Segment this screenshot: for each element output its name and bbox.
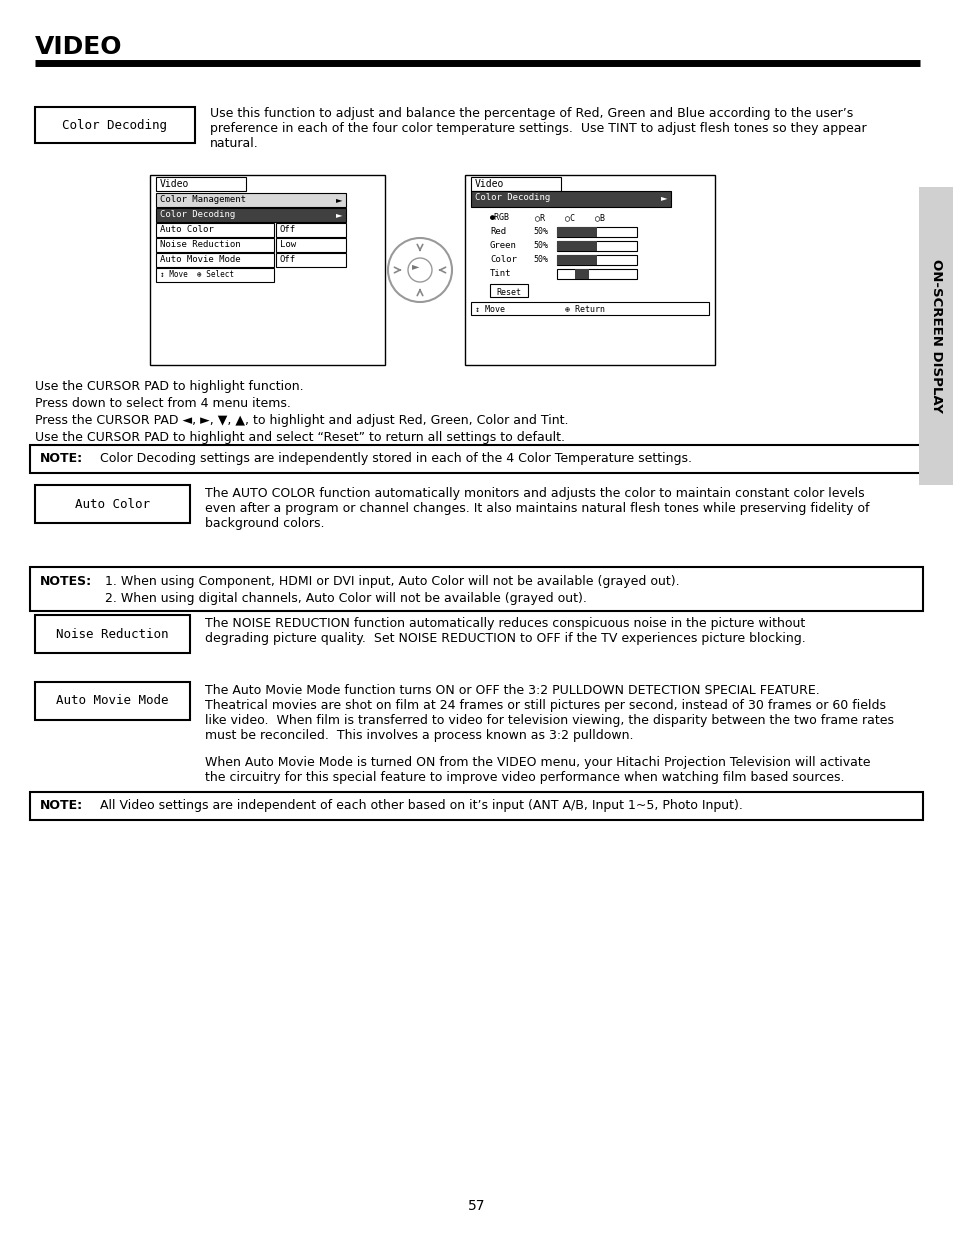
Bar (156, 268, 274, 282)
Text: ►: ► (412, 261, 419, 270)
Text: Green: Green (490, 241, 517, 249)
Text: ●RGB: ●RGB (490, 212, 510, 222)
Bar (557, 269, 637, 279)
Bar (471, 177, 560, 191)
Text: Color Management: Color Management (160, 195, 246, 204)
Bar (275, 238, 346, 252)
Bar (156, 193, 346, 207)
Text: Color Decoding settings are independently stored in each of the 4 Color Temperat: Color Decoding settings are independentl… (100, 452, 691, 466)
Bar (30, 792, 923, 820)
Text: ►: ► (335, 210, 342, 219)
Text: The AUTO COLOR function automatically monitors and adjusts the color to maintain: The AUTO COLOR function automatically mo… (205, 487, 868, 530)
Text: 50%: 50% (533, 227, 547, 236)
Bar (156, 207, 346, 222)
Bar (150, 175, 385, 366)
Text: ►: ► (335, 195, 342, 204)
Text: Red: Red (490, 227, 506, 236)
Text: Low: Low (280, 240, 295, 249)
Bar (471, 303, 708, 315)
Text: Color Decoding: Color Decoding (63, 119, 168, 131)
Text: Use the CURSOR PAD to highlight and select “Reset” to return all settings to def: Use the CURSOR PAD to highlight and sele… (35, 431, 564, 445)
Bar (471, 191, 670, 207)
Bar (557, 254, 597, 266)
Text: Press the CURSOR PAD ◄, ►, ▼, ▲, to highlight and adjust Red, Green, Color and T: Press the CURSOR PAD ◄, ►, ▼, ▲, to high… (35, 414, 568, 427)
Text: Color: Color (490, 254, 517, 264)
Text: ○R: ○R (535, 212, 544, 222)
Text: Reset: Reset (496, 288, 521, 296)
Bar (156, 224, 274, 237)
Bar (557, 254, 637, 266)
Text: NOTE:: NOTE: (40, 452, 83, 466)
Text: When Auto Movie Mode is turned ON from the VIDEO menu, your Hitachi Projection T: When Auto Movie Mode is turned ON from t… (205, 756, 869, 784)
Text: NOTE:: NOTE: (40, 799, 83, 811)
Text: Tint: Tint (490, 269, 511, 278)
Bar (275, 253, 346, 267)
Bar (30, 445, 923, 473)
Bar (30, 567, 923, 611)
Text: Color Decoding: Color Decoding (160, 210, 235, 219)
Bar (35, 682, 190, 720)
Bar (275, 224, 346, 237)
Text: The Auto Movie Mode function turns ON or OFF the 3:2 PULLDOWN DETECTION SPECIAL : The Auto Movie Mode function turns ON or… (205, 684, 893, 742)
Bar (557, 241, 637, 251)
Bar (156, 253, 274, 267)
Text: Use the CURSOR PAD to highlight function.: Use the CURSOR PAD to highlight function… (35, 380, 303, 393)
Text: Use this function to adjust and balance the percentage of Red, Green and Blue ac: Use this function to adjust and balance … (210, 107, 865, 149)
Bar (35, 615, 190, 653)
Bar (557, 227, 637, 237)
Bar (35, 485, 190, 522)
Text: 1. When using Component, HDMI or DVI input, Auto Color will not be available (gr: 1. When using Component, HDMI or DVI inp… (105, 576, 679, 588)
Bar (490, 284, 527, 296)
Text: ON-SCREEN DISPLAY: ON-SCREEN DISPLAY (929, 259, 942, 412)
Bar (35, 107, 194, 143)
Text: NOTES:: NOTES: (40, 576, 92, 588)
Bar (557, 227, 597, 237)
Bar (557, 241, 597, 251)
Text: Auto Movie Mode: Auto Movie Mode (56, 694, 169, 708)
Text: The NOISE REDUCTION function automatically reduces conspicuous noise in the pict: The NOISE REDUCTION function automatical… (205, 618, 805, 645)
Bar (464, 175, 714, 366)
Text: Video: Video (160, 179, 190, 189)
Text: ⊕ Return: ⊕ Return (564, 305, 604, 314)
Text: ↕ Move: ↕ Move (475, 305, 504, 314)
Text: Off: Off (280, 225, 295, 233)
Text: ○B: ○B (595, 212, 604, 222)
Bar (156, 238, 274, 252)
Text: Off: Off (280, 254, 295, 264)
Text: 50%: 50% (533, 254, 547, 264)
Bar (575, 269, 588, 279)
Text: VIDEO: VIDEO (35, 35, 122, 59)
Text: ↕ Move  ⊕ Select: ↕ Move ⊕ Select (160, 270, 233, 279)
Text: Auto Movie Mode: Auto Movie Mode (160, 254, 240, 264)
Text: Press down to select from 4 menu items.: Press down to select from 4 menu items. (35, 396, 291, 410)
Text: 2. When using digital channels, Auto Color will not be available (grayed out).: 2. When using digital channels, Auto Col… (105, 592, 586, 605)
Text: Color Decoding: Color Decoding (475, 193, 550, 203)
Bar (918, 186, 953, 485)
Text: All Video settings are independent of each other based on it’s input (ANT A/B, I: All Video settings are independent of ea… (100, 799, 742, 811)
Text: 50%: 50% (533, 241, 547, 249)
Text: ○C: ○C (564, 212, 575, 222)
Text: Auto Color: Auto Color (75, 498, 150, 510)
Text: ►: ► (660, 193, 667, 203)
Text: 57: 57 (468, 1199, 485, 1213)
Text: Video: Video (475, 179, 504, 189)
Text: Noise Reduction: Noise Reduction (56, 627, 169, 641)
Text: Auto Color: Auto Color (160, 225, 213, 233)
Text: Noise Reduction: Noise Reduction (160, 240, 240, 249)
Bar (156, 177, 246, 191)
